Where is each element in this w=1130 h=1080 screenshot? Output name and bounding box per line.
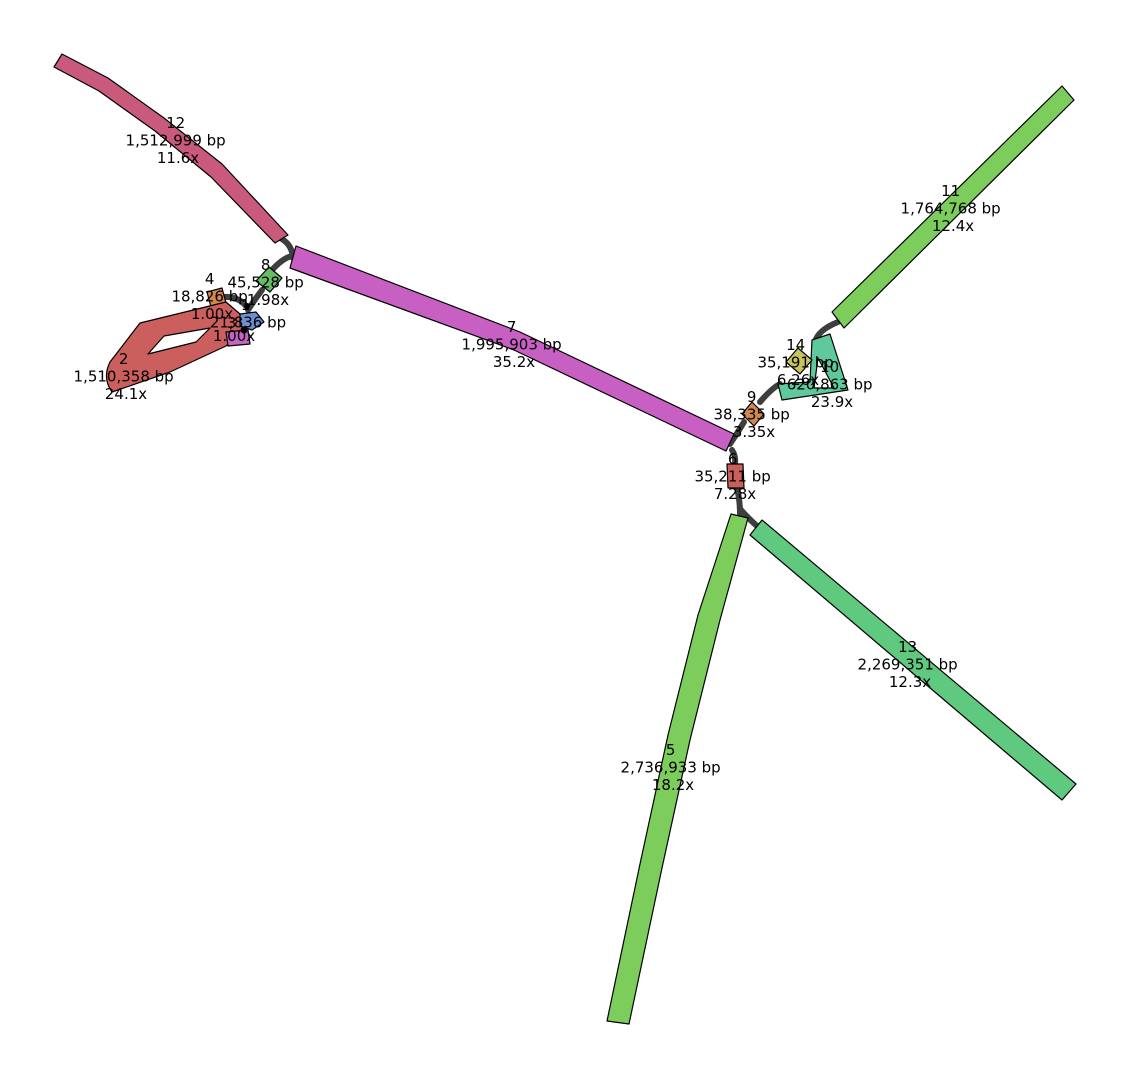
- edge-7-9: [727, 419, 747, 447]
- contig-13[interactable]: [749, 519, 1077, 801]
- node-label-1: 1 21,836 bp: [210, 296, 286, 332]
- node-label-10: 10 620,863 bp 23.9x: [787, 358, 878, 411]
- edge-8-1: [245, 287, 265, 313]
- graph-labels: 12 1,512,999 bp 11.6x 7 1,995,903 bp 35.…: [74, 114, 1006, 794]
- node-label-2: 2 1,510,358 bp 24.1x: [74, 350, 179, 403]
- node-label-6: 6 35,211 bp 7.28x: [694, 450, 775, 503]
- node-label-3: 3 1.00x: [213, 314, 255, 345]
- node-label-8: 8 45,528 bp 1.98x: [227, 256, 308, 309]
- node-label-9: 9 38,335 bp 3.35x: [713, 388, 794, 441]
- node-label-4: 4 18,826 bp 1.00x: [171, 270, 252, 323]
- node-label-5: 5 2,736,933 bp 18.2x: [621, 741, 726, 794]
- contig-11[interactable]: [831, 85, 1075, 329]
- contig-5[interactable]: [606, 513, 749, 1025]
- edge-7-6: [729, 447, 739, 467]
- contig-6[interactable]: [726, 463, 745, 489]
- contig-10[interactable]: [777, 333, 849, 401]
- node-label-11: 11 1,764,768 bp 12.4x: [901, 182, 1006, 235]
- edge-8-7: [269, 253, 295, 273]
- contig-1[interactable]: [239, 311, 265, 331]
- contig-14[interactable]: [785, 347, 813, 375]
- contig-12[interactable]: [53, 53, 289, 244]
- node-label-13: 13 2,269,351 bp 12.3x: [858, 638, 963, 691]
- junction-dot: [244, 303, 250, 309]
- node-label-12: 12 1,512,999 bp 11.6x: [126, 114, 231, 167]
- node-label-7: 7 1,995,903 bp 35.2x: [462, 318, 567, 371]
- contig-8[interactable]: [255, 266, 283, 293]
- node-label-14: 14 35,191 bp 6.26x: [757, 336, 838, 389]
- contig-7[interactable]: [289, 245, 735, 452]
- contig-9[interactable]: [741, 401, 765, 427]
- graph-contigs: [53, 53, 1077, 1025]
- junction-dot: [240, 326, 248, 334]
